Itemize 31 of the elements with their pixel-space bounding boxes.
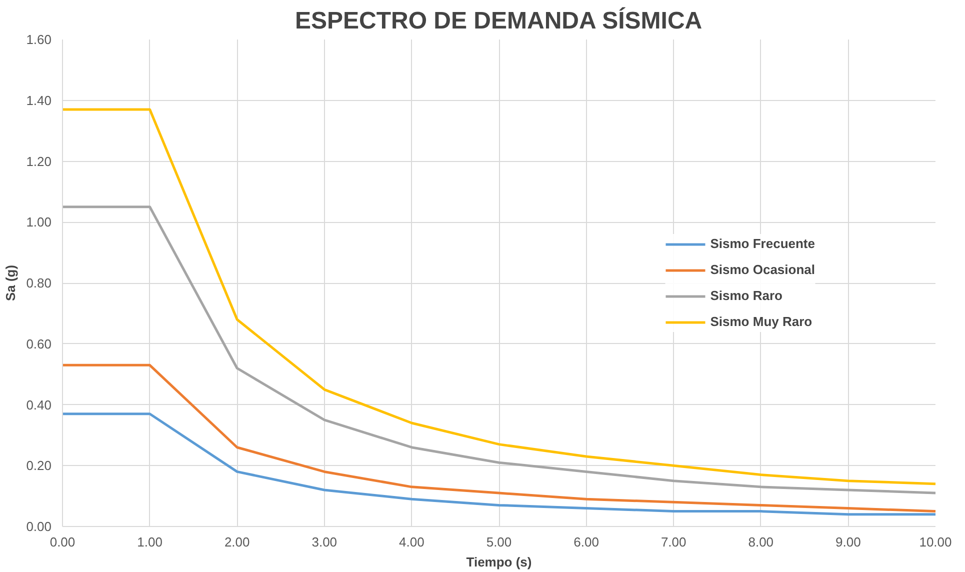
y-tick-label: 0.00 [26, 519, 52, 534]
y-tick-label: 0.40 [26, 397, 52, 412]
line-series [62, 108, 936, 486]
x-tick-label: 3.00 [312, 534, 338, 550]
x-tick-label: 9.00 [836, 534, 861, 550]
x-tick-label: 4.00 [399, 534, 424, 550]
x-tick-label: 0.00 [50, 534, 76, 550]
chart-title: ESPECTRO DE DEMANDA SÍSMICA [294, 6, 702, 34]
x-tick-label: 5.00 [486, 534, 512, 550]
x-tick-label: 10.00 [919, 534, 952, 550]
y-tick-label: 0.80 [26, 276, 52, 290]
legend-label: Sismo Raro [710, 288, 782, 303]
line-series [62, 412, 936, 516]
line-series [62, 364, 936, 513]
line-series [62, 206, 936, 494]
y-tick-label: 1.20 [26, 154, 52, 169]
legend-label: Sismo Ocasional [710, 262, 815, 277]
legend-label: Sismo Muy Raro [710, 314, 812, 329]
legend-label: Sismo Frecuente [710, 236, 815, 251]
x-tick-label: 2.00 [224, 534, 250, 550]
y-axis-title: Sa (g) [3, 264, 18, 302]
y-tick-label: 1.00 [26, 214, 52, 230]
y-tick-label: 0.20 [26, 458, 52, 474]
x-axis-title: Tiempo (s) [466, 554, 532, 570]
x-tick-label: 1.00 [137, 534, 162, 550]
y-tick-label: 1.60 [26, 32, 52, 47]
y-tick-label: 0.60 [26, 336, 52, 352]
x-tick-label: 7.00 [660, 534, 686, 550]
y-tick-label: 1.40 [26, 92, 52, 108]
x-tick-label: 6.00 [574, 534, 599, 550]
x-tick-label: 8.00 [748, 534, 774, 550]
